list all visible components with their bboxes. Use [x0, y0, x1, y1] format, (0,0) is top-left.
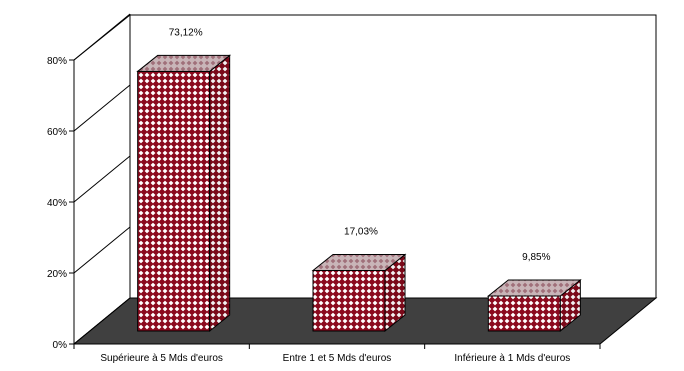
y-gridline-side	[73, 226, 131, 274]
bar-front-face	[312, 270, 386, 332]
y-tick-label: 20%	[47, 269, 67, 280]
y-axis-ticks: 0% 20% 40% 60% 80%	[47, 13, 131, 351]
bar	[136, 54, 232, 333]
y-gridline-side	[73, 155, 131, 203]
y-tick-label: 60%	[47, 127, 67, 138]
data-label: 73,12%	[169, 27, 203, 38]
y-tick-label: 0%	[53, 340, 68, 351]
bar-top-face	[486, 279, 582, 297]
x-tick-label: Supérieure à 5 Mds d'euros	[100, 353, 223, 364]
x-axis-ticks: Supérieure à 5 Mds d'euros Entre 1 et 5 M…	[73, 344, 601, 364]
x-tick-label: Entre 1 et 5 Mds d'euros	[283, 353, 392, 364]
bars	[136, 54, 582, 333]
y-gridline-side	[73, 297, 131, 345]
data-label: 17,03%	[344, 227, 378, 238]
bar	[311, 253, 407, 333]
data-label: 9,85%	[522, 252, 550, 263]
bar	[486, 278, 582, 333]
y-tick-label: 40%	[47, 198, 67, 209]
bar-top-face	[136, 54, 232, 72]
x-tick-label: Inférieure à 1 Mds d'euros	[454, 353, 570, 364]
bar-top-face	[311, 254, 407, 272]
y-gridline-side	[73, 84, 131, 132]
data-labels: 73,12% 17,03% 9,85%	[169, 27, 551, 263]
bar-front-face	[487, 295, 561, 332]
bar-side-face	[209, 54, 231, 333]
y-gridline-side	[73, 13, 131, 61]
y-tick-label: 80%	[47, 56, 67, 67]
bar-front-face	[137, 70, 211, 332]
